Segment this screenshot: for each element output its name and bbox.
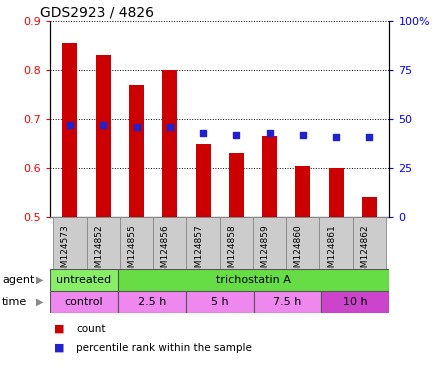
- Text: GSM124860: GSM124860: [293, 225, 302, 280]
- Bar: [118, 269, 388, 291]
- Bar: [162, 70, 177, 217]
- Text: GSM124855: GSM124855: [127, 225, 136, 280]
- Bar: [319, 217, 352, 269]
- Bar: [328, 168, 343, 217]
- Text: control: control: [65, 297, 103, 307]
- Text: ▶: ▶: [36, 275, 44, 285]
- Bar: [50, 269, 118, 291]
- Bar: [195, 144, 210, 217]
- Bar: [252, 217, 286, 269]
- Text: 7.5 h: 7.5 h: [273, 297, 301, 307]
- Text: agent: agent: [2, 275, 34, 285]
- Bar: [50, 291, 118, 313]
- Point: [266, 130, 273, 136]
- Bar: [286, 217, 319, 269]
- Text: ▶: ▶: [36, 297, 44, 307]
- Text: GSM124858: GSM124858: [227, 225, 236, 280]
- Bar: [53, 217, 86, 269]
- Text: untreated: untreated: [56, 275, 111, 285]
- Bar: [186, 217, 219, 269]
- Bar: [95, 55, 111, 217]
- Text: count: count: [76, 324, 105, 334]
- Bar: [262, 136, 276, 217]
- Bar: [295, 166, 309, 217]
- Bar: [253, 291, 321, 313]
- Text: time: time: [2, 297, 27, 307]
- Point: [299, 132, 306, 138]
- Bar: [62, 43, 77, 217]
- Bar: [228, 153, 243, 217]
- Bar: [321, 291, 388, 313]
- Point: [66, 122, 73, 128]
- Point: [166, 124, 173, 130]
- Text: GSM124861: GSM124861: [326, 225, 335, 280]
- Text: GSM124573: GSM124573: [61, 225, 70, 280]
- Point: [232, 132, 239, 138]
- Bar: [352, 217, 385, 269]
- Bar: [219, 217, 252, 269]
- Text: GSM124856: GSM124856: [161, 225, 169, 280]
- Bar: [118, 291, 185, 313]
- Bar: [129, 85, 144, 217]
- Bar: [120, 217, 153, 269]
- Text: GSM124852: GSM124852: [94, 225, 103, 280]
- Text: trichostatin A: trichostatin A: [216, 275, 290, 285]
- Text: 5 h: 5 h: [210, 297, 228, 307]
- Text: GSM124862: GSM124862: [359, 225, 368, 280]
- Point: [99, 122, 106, 128]
- Text: GDS2923 / 4826: GDS2923 / 4826: [40, 6, 154, 20]
- Text: 2.5 h: 2.5 h: [137, 297, 166, 307]
- Text: 10 h: 10 h: [342, 297, 367, 307]
- Bar: [86, 217, 120, 269]
- Bar: [185, 291, 253, 313]
- Text: ■: ■: [54, 343, 65, 353]
- Text: percentile rank within the sample: percentile rank within the sample: [76, 343, 251, 353]
- Point: [365, 134, 372, 140]
- Point: [199, 130, 206, 136]
- Text: ■: ■: [54, 324, 65, 334]
- Bar: [361, 197, 376, 217]
- Point: [332, 134, 339, 140]
- Bar: [153, 217, 186, 269]
- Text: GSM124857: GSM124857: [194, 225, 203, 280]
- Point: [133, 124, 140, 130]
- Text: GSM124859: GSM124859: [260, 225, 269, 280]
